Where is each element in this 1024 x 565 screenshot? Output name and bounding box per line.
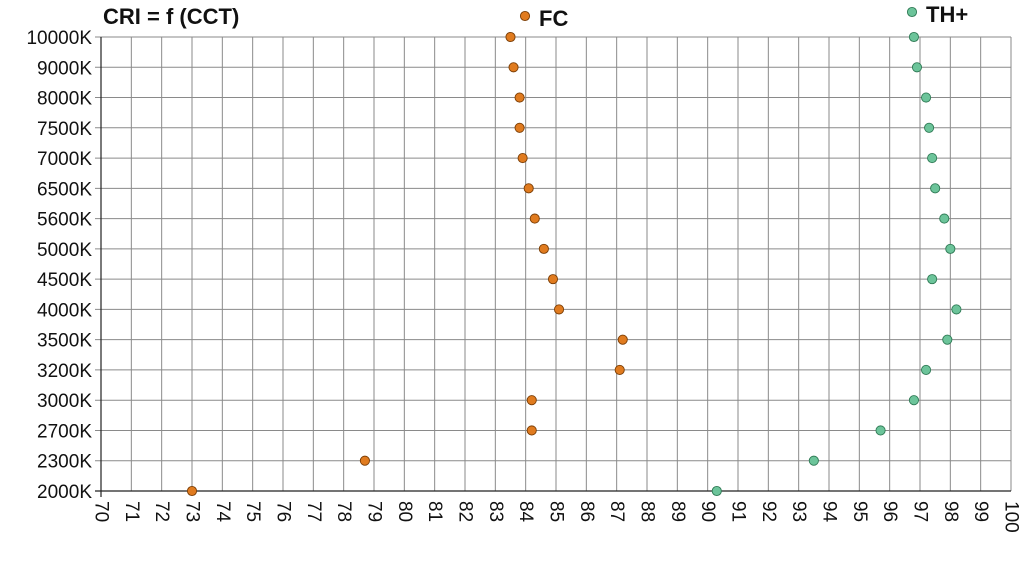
- x-tick-label: 75: [242, 501, 263, 522]
- data-points: [186, 31, 962, 497]
- x-tick-label: 79: [364, 501, 385, 522]
- data-point-fc: [553, 304, 565, 315]
- y-tick-label: 9000K: [37, 58, 92, 79]
- y-tick-label: 2000K: [37, 482, 92, 503]
- data-point-fc: [526, 395, 537, 406]
- x-tick-label: 82: [455, 501, 476, 522]
- x-tick-labels: 70 71 72 73 74 75 76 77 78 79 80 81 82 83 84 85 86 87 88 89…: [91, 501, 1022, 533]
- data-point-fc: [523, 183, 534, 194]
- y-tick-label: 7000K: [37, 149, 92, 170]
- x-tick-label: 70: [91, 501, 112, 522]
- y-tick-label: 2300K: [37, 452, 92, 473]
- data-point-fc: [514, 122, 525, 133]
- y-tick-label: 5600K: [37, 210, 92, 231]
- data-point-fc: [538, 243, 549, 254]
- x-tick-label: 85: [546, 501, 567, 522]
- data-point-fc: [186, 485, 198, 497]
- x-tick-label: 78: [333, 501, 354, 522]
- x-tick-label: 100: [1001, 501, 1022, 533]
- x-tick-label: 71: [121, 501, 142, 522]
- y-tick-label: 6500K: [37, 179, 92, 200]
- y-tick-label: 7500K: [37, 119, 92, 140]
- y-tick-label: 3500K: [37, 331, 92, 352]
- x-tick-label: 76: [273, 501, 294, 522]
- y-tick-label: 5000K: [37, 240, 92, 261]
- x-tick-label: 93: [788, 501, 809, 522]
- y-tick-label: 3200K: [37, 361, 92, 382]
- data-point-fc: [359, 455, 370, 466]
- data-point-fc: [617, 334, 628, 345]
- legend-label-th: TH+: [926, 2, 968, 27]
- data-point-th: [930, 183, 941, 194]
- data-point-fc: [517, 153, 528, 164]
- data-point-th: [875, 425, 886, 436]
- data-point-th: [808, 455, 819, 466]
- x-tick-label: 72: [151, 501, 172, 522]
- x-tick-label: 83: [485, 501, 506, 522]
- data-point-fc: [547, 274, 559, 285]
- y-tick-label: 2700K: [37, 421, 92, 442]
- x-tick-label: 87: [606, 501, 627, 522]
- data-point-th: [711, 485, 722, 497]
- x-tick-label: 77: [303, 501, 324, 522]
- legend-label-fc: FC: [539, 6, 568, 31]
- data-point-th: [908, 395, 919, 406]
- legend-marker-th: [906, 6, 918, 18]
- data-point-fc: [508, 62, 519, 73]
- y-tick-label: 8000K: [37, 89, 92, 110]
- data-point-fc: [526, 425, 537, 436]
- x-tick-label: 74: [212, 501, 233, 523]
- y-tick-labels: 2000K 2300K 2700K 3000K 3200K 3500K 4000K 4500K…: [26, 28, 92, 503]
- data-point-th: [921, 92, 932, 103]
- legend-marker-fc: [519, 10, 531, 22]
- x-tick-label: 95: [849, 501, 870, 522]
- x-tick-label: 99: [970, 501, 991, 522]
- y-tick-label: 4000K: [37, 300, 92, 321]
- data-point-th: [942, 334, 953, 345]
- x-tick-label: 91: [728, 501, 749, 522]
- legend: FC TH+: [519, 2, 968, 31]
- x-tick-label: 98: [940, 501, 961, 522]
- data-point-fc: [505, 31, 516, 43]
- x-tick-label: 73: [182, 501, 203, 522]
- x-tick-label: 88: [637, 501, 658, 522]
- data-point-th: [927, 153, 938, 164]
- x-tick-label: 90: [697, 501, 718, 522]
- grid: [95, 36, 1012, 492]
- x-tick-label: 92: [758, 501, 779, 522]
- x-tick-label: 89: [667, 501, 688, 522]
- data-point-th: [927, 274, 938, 285]
- data-point-fc: [529, 213, 540, 224]
- y-tick-label: 3000K: [37, 391, 92, 412]
- data-point-fc: [614, 364, 625, 375]
- x-tick-label: 86: [576, 501, 597, 522]
- data-point-th: [921, 364, 932, 375]
- x-tick-label: 80: [394, 501, 415, 522]
- x-tick-label: 96: [879, 501, 900, 522]
- y-tick-label: 10000K: [26, 28, 92, 49]
- data-point-th: [908, 31, 919, 43]
- data-point-th: [911, 62, 923, 73]
- x-tick-label: 94: [819, 501, 840, 523]
- y-tick-label: 4500K: [37, 270, 92, 291]
- x-tick-label: 97: [910, 501, 931, 522]
- axes: [95, 37, 1011, 497]
- x-tick-label: 81: [424, 501, 445, 522]
- data-point-fc: [514, 92, 525, 103]
- chart-title: CRI = f (CCT): [103, 4, 239, 29]
- x-tick-label: 84: [515, 501, 536, 523]
- data-point-th: [951, 304, 962, 315]
- data-point-th: [945, 243, 956, 254]
- data-point-th: [939, 213, 950, 224]
- data-point-th: [924, 122, 935, 133]
